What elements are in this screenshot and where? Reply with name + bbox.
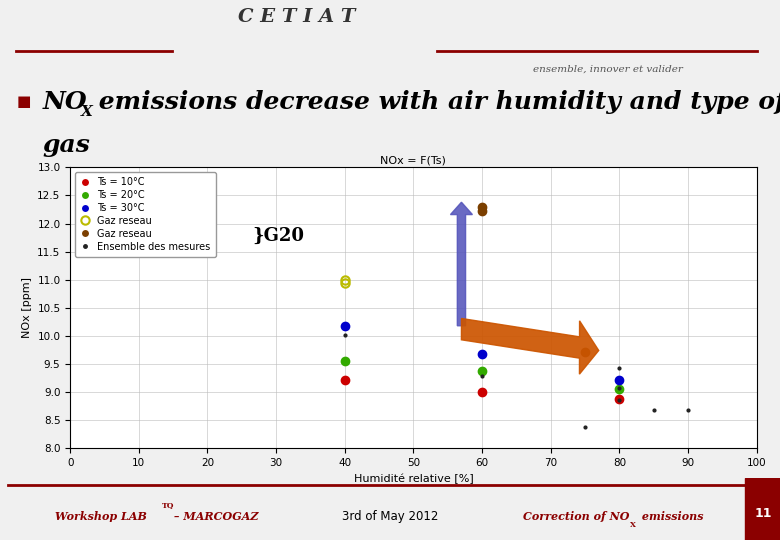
Text: TQ: TQ [162,501,175,509]
Text: Workshop LAB: Workshop LAB [55,511,147,522]
Title: NOx = F(Ts): NOx = F(Ts) [381,155,446,165]
Text: gas: gas [43,133,90,157]
Text: emissions: emissions [638,511,704,522]
Text: – MARCOGAZ: – MARCOGAZ [170,511,258,522]
Bar [745,478,780,540]
Text: }G20: }G20 [252,227,304,245]
FancyArrow shape [451,202,473,326]
Text: X: X [630,521,636,529]
Text: emissions decrease with air humidity and type of: emissions decrease with air humidity and… [90,90,780,114]
Legend: Ts = 10°C, Ts = 20°C, Ts = 30°C, Gaz reseau, Gaz reseau, Ensemble des mesures: Ts = 10°C, Ts = 20°C, Ts = 30°C, Gaz res… [75,172,215,256]
Text: Correction of NO: Correction of NO [523,511,629,522]
Text: ■: ■ [16,94,30,109]
X-axis label: Humidité relative [%]: Humidité relative [%] [353,474,473,484]
Text: 3rd of May 2012: 3rd of May 2012 [342,510,438,523]
Text: C E T I A T: C E T I A T [238,8,355,26]
Y-axis label: NOx [ppm]: NOx [ppm] [22,278,32,338]
Text: ensemble, innover et valider: ensemble, innover et valider [534,64,683,73]
FancyArrow shape [462,319,599,374]
Text: 11: 11 [754,508,771,521]
Text: NO: NO [43,90,87,114]
Text: X: X [80,105,92,119]
